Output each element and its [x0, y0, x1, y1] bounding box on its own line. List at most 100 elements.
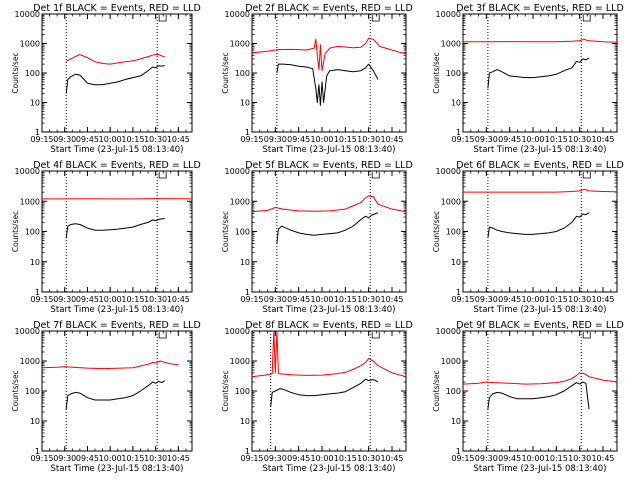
series-lld [41, 360, 179, 370]
series-events [65, 380, 165, 410]
x-tick-label: 10:00 [99, 454, 122, 463]
series-events [487, 212, 590, 239]
y-tick-label: 10000 [225, 167, 250, 176]
x-tick-label: 10:00 [521, 135, 544, 144]
x-axis-label: Start Time (23-Jul-15 08:13:40) [263, 145, 396, 155]
y-tick-label: 100 [235, 69, 250, 78]
x-tick-label: 09:45 [76, 135, 99, 144]
y-tick-label: 10 [451, 99, 461, 108]
y-tick-label: 100 [235, 387, 250, 396]
y-tick-label: 100 [235, 228, 250, 237]
y-axis-label: Counts/sec [11, 370, 20, 411]
panel-7: Det 7f BLACK = Events, RED = LLD 1 10 100 10… [11, 320, 201, 474]
y-tick-label: 10000 [436, 167, 461, 176]
y-tick-label: 1000 [230, 40, 250, 49]
x-tick-label: 10:15 [545, 295, 568, 304]
y-tick-label: 10 [30, 258, 40, 267]
x-tick-label: 10:30 [568, 295, 591, 304]
x-axis-label: Start Time (23-Jul-15 08:13:40) [51, 145, 184, 155]
y-tick-label: 1000 [20, 357, 40, 366]
y-axis-label: Counts/sec [11, 211, 20, 252]
series-events [65, 218, 165, 239]
time-bracket [371, 15, 380, 22]
panel-title: Det 9f BLACK = Events, RED = LLD [456, 320, 624, 331]
x-tick-label: 09:30 [264, 454, 287, 463]
x-axis-label: Start Time (23-Jul-15 08:13:40) [51, 464, 184, 474]
x-tick-label: 10:00 [310, 295, 333, 304]
x-axis-label: Start Time (23-Jul-15 08:13:40) [263, 305, 396, 315]
x-tick-label: 09:15 [451, 454, 474, 463]
y-axis-label: Counts/sec [432, 52, 441, 93]
series-lld [251, 37, 407, 72]
x-tick-label: 09:30 [264, 295, 287, 304]
x-tick-label: 09:15 [240, 295, 263, 304]
x-tick-label: 10:30 [357, 454, 380, 463]
y-tick-label: 10000 [15, 327, 40, 336]
y-tick-label: 1 [35, 288, 40, 297]
x-tick-label: 09:30 [53, 454, 76, 463]
panel-5: Det 5f BLACK = Events, RED = LLD 1 10 100 10… [221, 160, 413, 315]
y-tick-label: 1000 [441, 357, 461, 366]
y-tick-label: 10 [240, 258, 250, 267]
x-tick-label: 09:15 [451, 135, 474, 144]
panel-9: Det 9f BLACK = Events, RED = LLD 1 10 100 10… [432, 320, 624, 474]
series-events [270, 378, 379, 407]
x-tick-label: 09:15 [240, 454, 263, 463]
y-tick-label: 1 [35, 447, 40, 456]
x-tick-label: 09:15 [451, 295, 474, 304]
x-tick-label: 10:15 [334, 295, 357, 304]
x-tick-label: 09:15 [30, 135, 53, 144]
x-tick-label: 10:45 [167, 135, 190, 144]
x-tick-label: 10:45 [380, 135, 403, 144]
x-tick-label: 10:00 [310, 454, 333, 463]
x-axis-label: Start Time (23-Jul-15 08:13:40) [474, 305, 607, 315]
x-tick-label: 09:45 [287, 135, 310, 144]
panel-6: Det 6f BLACK = Events, RED = LLD 1 10 100 10… [432, 160, 624, 315]
y-tick-label: 100 [446, 69, 461, 78]
plot-frame [41, 330, 193, 452]
series-lld [462, 372, 618, 385]
x-tick-label: 09:45 [76, 454, 99, 463]
x-tick-label: 10:15 [545, 135, 568, 144]
series-events [276, 63, 379, 106]
x-tick-label: 10:30 [144, 295, 167, 304]
time-bracket [582, 332, 591, 339]
x-tick-label: 10:30 [357, 295, 380, 304]
x-tick-label: 09:45 [76, 295, 99, 304]
x-axis-label: Start Time (23-Jul-15 08:13:40) [474, 145, 607, 155]
y-tick-label: 1000 [20, 197, 40, 206]
panel-4: Det 4f BLACK = Events, RED = LLD 1 10 100 10… [11, 160, 201, 315]
y-axis-label: Counts/sec [221, 370, 230, 411]
panel-title: Det 3f BLACK = Events, RED = LLD [456, 3, 624, 14]
y-tick-label: 1000 [20, 40, 40, 49]
y-tick-label: 100 [25, 387, 40, 396]
plot-frame [41, 13, 193, 133]
x-tick-label: 09:30 [53, 135, 76, 144]
y-axis-label: Counts/sec [432, 211, 441, 252]
x-tick-label: 09:45 [498, 295, 521, 304]
x-tick-label: 10:45 [167, 454, 190, 463]
x-tick-label: 10:00 [521, 454, 544, 463]
plot-frame [462, 170, 618, 293]
x-tick-label: 10:15 [121, 295, 144, 304]
y-tick-label: 10 [30, 417, 40, 426]
y-tick-label: 10000 [15, 10, 40, 19]
y-tick-label: 1 [456, 447, 461, 456]
panel-title: Det 5f BLACK = Events, RED = LLD [245, 160, 413, 171]
x-tick-label: 09:30 [264, 135, 287, 144]
y-tick-label: 1 [456, 128, 461, 137]
plot-frame [251, 170, 407, 293]
x-tick-label: 10:30 [568, 135, 591, 144]
x-tick-label: 10:15 [121, 135, 144, 144]
plot-frame [41, 170, 193, 293]
x-tick-label: 10:45 [591, 454, 614, 463]
x-tick-label: 09:15 [240, 135, 263, 144]
panel-1: Det 1f BLACK = Events, RED = LLD 1 10 100 10… [11, 3, 201, 155]
y-tick-label: 100 [25, 228, 40, 237]
series-lld [251, 330, 407, 378]
time-bracket [158, 172, 167, 179]
y-tick-label: 1 [245, 447, 250, 456]
series-events [487, 381, 590, 410]
y-tick-label: 1 [245, 288, 250, 297]
